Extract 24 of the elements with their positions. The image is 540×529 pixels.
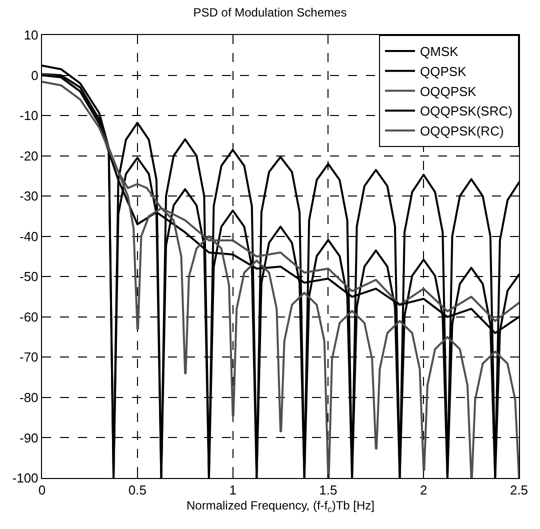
legend-label: QQPSK (420, 64, 467, 79)
x-tick-label: 2 (420, 482, 428, 498)
y-tick-label: -10 (20, 108, 38, 124)
x-tick-label: 1.5 (319, 482, 338, 498)
y-tick-label: 0 (31, 68, 38, 83)
y-tick-label: -80 (20, 390, 38, 405)
legend-label: OQQPSK(SRC) (420, 104, 512, 119)
chart-title: PSD of Modulation Schemes (193, 5, 347, 20)
legend-label: QMSK (420, 44, 459, 60)
y-tick-label: 10 (24, 28, 38, 43)
x-axis-title: Normalized Frequency, (f-f$_{c}$)Tb [Hz] (186, 498, 375, 514)
y-tick-label: -40 (20, 228, 38, 244)
x-tick-label: 0.5 (128, 482, 146, 498)
y-tick-label: -30 (20, 188, 38, 204)
y-tick-label: -70 (20, 350, 38, 365)
y-tick-label: -20 (20, 148, 38, 164)
y-tick-label: -50 (20, 269, 38, 284)
legend-label: OQQPSK(RC) (420, 124, 504, 139)
x-tick-label: 1 (229, 482, 236, 498)
x-tick-label: 2.5 (510, 482, 528, 498)
y-tick-label: -100 (12, 470, 38, 486)
y-tick-label: -90 (20, 430, 38, 446)
y-tick-label: -60 (20, 309, 38, 324)
legend-label: OQQPSK (420, 84, 477, 99)
